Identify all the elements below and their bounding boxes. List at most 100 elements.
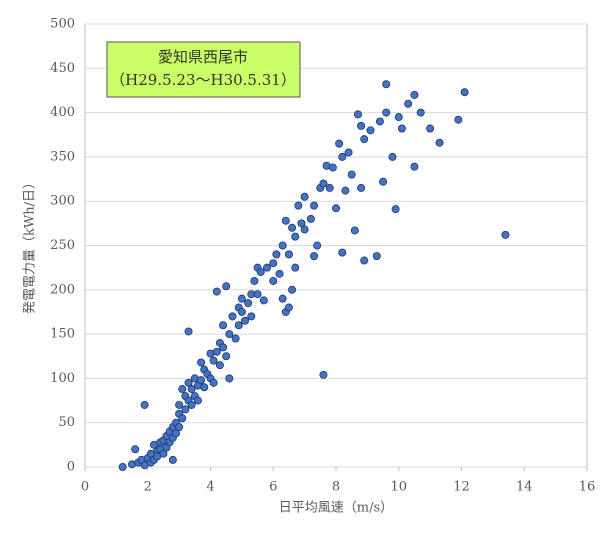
- point: [306, 214, 315, 223]
- point: [187, 400, 196, 409]
- point: [379, 177, 388, 186]
- y-tick-label: 350: [50, 149, 75, 164]
- x-axis-label: 日平均風速（m/s）: [279, 501, 393, 516]
- point: [168, 455, 177, 464]
- point: [382, 108, 391, 117]
- point: [269, 259, 278, 268]
- y-tick-label: 50: [58, 415, 75, 430]
- x-tick-label: 14: [516, 480, 533, 495]
- point: [344, 148, 353, 157]
- point: [175, 400, 184, 409]
- x-tick-label: 4: [206, 480, 214, 495]
- point: [366, 126, 375, 135]
- y-tick-label: 400: [50, 105, 75, 120]
- point: [310, 252, 319, 261]
- point: [237, 294, 246, 303]
- point: [197, 376, 206, 385]
- point: [193, 396, 202, 405]
- point: [426, 124, 435, 133]
- point: [131, 445, 140, 454]
- point: [319, 370, 328, 379]
- point: [181, 405, 190, 414]
- annotation: 愛知県西尾市: [158, 48, 248, 66]
- point: [275, 269, 284, 278]
- point: [360, 135, 369, 144]
- point: [410, 162, 419, 171]
- point: [294, 201, 303, 210]
- point: [288, 223, 297, 232]
- point: [231, 334, 240, 343]
- point: [353, 110, 362, 119]
- point: [262, 263, 271, 272]
- point: [319, 179, 328, 188]
- point: [272, 250, 281, 259]
- point: [228, 312, 237, 321]
- point: [256, 268, 265, 277]
- point: [140, 400, 149, 409]
- y-tick-label: 500: [50, 17, 75, 32]
- point: [300, 192, 309, 201]
- point: [325, 183, 334, 192]
- point: [237, 307, 246, 316]
- point: [310, 201, 319, 210]
- point: [197, 358, 206, 367]
- point: [335, 139, 344, 148]
- point: [225, 374, 234, 383]
- point: [222, 282, 231, 291]
- point: [209, 378, 218, 387]
- point: [435, 138, 444, 147]
- point: [253, 290, 262, 299]
- y-tick-label: 200: [50, 282, 75, 297]
- point: [454, 115, 463, 124]
- annotation-box: [106, 41, 301, 98]
- point: [209, 356, 218, 365]
- x-tick-label: 12: [453, 480, 470, 495]
- point: [338, 152, 347, 161]
- point: [375, 117, 384, 126]
- point: [222, 352, 231, 361]
- point: [215, 361, 224, 370]
- point: [288, 285, 297, 294]
- point: [460, 88, 469, 97]
- y-axis-label: 発電電力量（kWh/日）: [23, 176, 38, 314]
- point: [241, 316, 250, 325]
- point: [357, 121, 366, 130]
- point: [200, 383, 209, 392]
- x-tick-label: 0: [81, 480, 89, 495]
- point: [118, 462, 127, 471]
- point: [404, 99, 413, 108]
- point: [175, 423, 184, 432]
- y-tick-label: 0: [67, 460, 75, 475]
- point: [178, 414, 187, 423]
- point: [341, 186, 350, 195]
- y-tick-label: 300: [50, 194, 75, 209]
- point: [284, 250, 293, 259]
- y-tick-label: 100: [50, 371, 75, 386]
- y-tick-label: 450: [50, 61, 75, 76]
- point: [219, 343, 228, 352]
- x-tick-label: 2: [144, 480, 152, 495]
- point: [391, 205, 400, 214]
- point: [278, 241, 287, 250]
- annotation: （H29.5.23～H30.5.31）: [110, 71, 296, 89]
- point: [397, 124, 406, 133]
- point: [347, 170, 356, 179]
- point: [278, 294, 287, 303]
- point: [297, 219, 306, 228]
- point: [338, 248, 347, 257]
- point: [281, 216, 290, 225]
- point: [382, 80, 391, 89]
- point: [187, 385, 196, 394]
- point: [300, 225, 309, 234]
- x-tick-label: 10: [390, 480, 407, 495]
- point: [416, 108, 425, 117]
- point: [225, 330, 234, 339]
- point: [184, 378, 193, 387]
- point: [259, 296, 268, 305]
- point: [360, 256, 369, 265]
- point: [234, 321, 243, 330]
- y-tick-label: 250: [50, 238, 75, 253]
- point: [159, 449, 168, 458]
- point: [284, 303, 293, 312]
